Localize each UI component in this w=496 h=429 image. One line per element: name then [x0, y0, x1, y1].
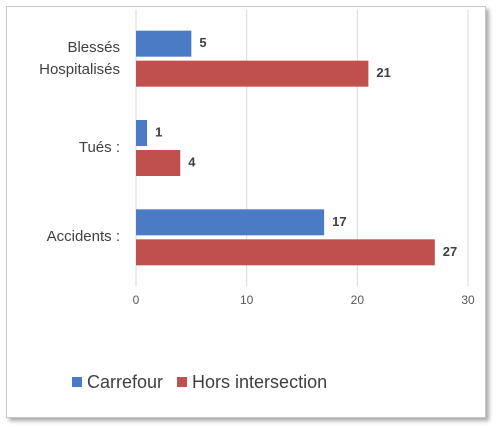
x-tick-label: 0: [133, 293, 140, 307]
value-label: 1: [155, 124, 162, 139]
bar: [136, 209, 325, 236]
value-label: 27: [443, 244, 457, 259]
bar: [136, 120, 148, 146]
value-label: 4: [188, 154, 196, 169]
y-tick-label: Tués :: [78, 139, 120, 156]
bar: [136, 150, 181, 176]
value-label: 17: [332, 214, 346, 229]
legend-label: Carrefour: [87, 372, 163, 392]
legend-swatch: [72, 377, 82, 387]
y-tick-label: Blessés Hospitalisés: [39, 38, 120, 78]
y-tick-label: Accidents :: [46, 228, 120, 246]
x-tick-label: 30: [461, 293, 475, 307]
value-label: 21: [376, 65, 390, 80]
legend-swatch: [177, 377, 188, 387]
bar: [136, 239, 435, 266]
legend-label: Hors intersection: [192, 372, 327, 392]
bar: [136, 30, 192, 57]
value-label: 5: [199, 35, 206, 50]
x-tick-label: 10: [240, 293, 254, 307]
x-tick-label: 20: [351, 293, 365, 307]
bar: [136, 60, 369, 87]
